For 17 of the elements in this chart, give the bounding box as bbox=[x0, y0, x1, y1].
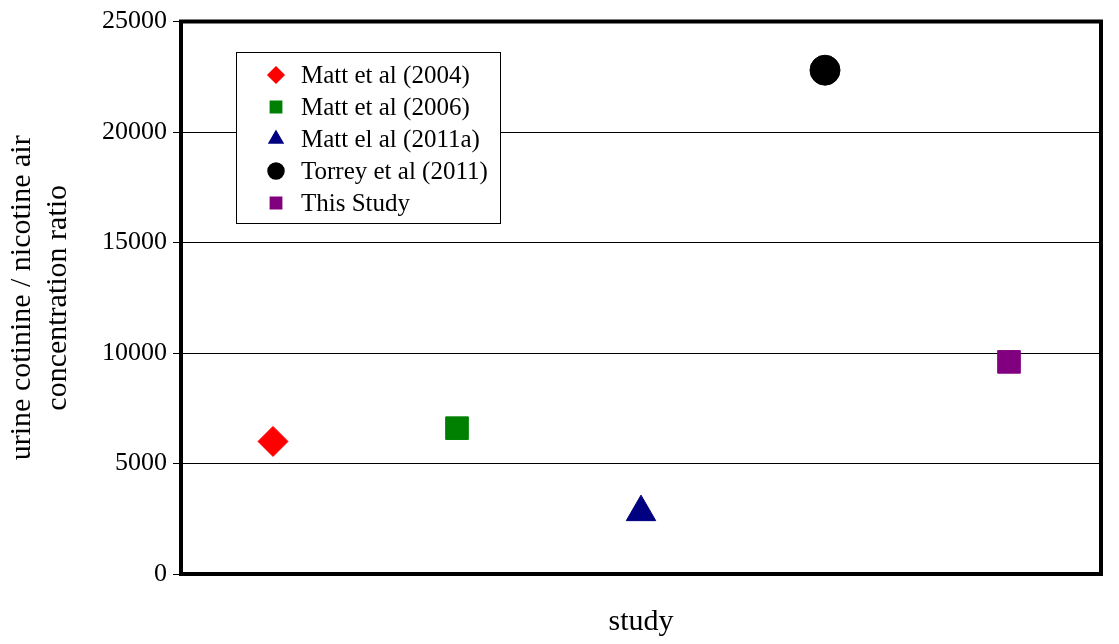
point bbox=[257, 425, 289, 457]
legend-label: This Study bbox=[301, 189, 411, 217]
y-axis-title: urine cotinine / nicotine air concentration ratio bbox=[2, 135, 72, 461]
legend-label: Matt et al (2006) bbox=[301, 93, 470, 121]
y-tick-label: 5000 bbox=[115, 447, 167, 477]
y-tick-label: 25000 bbox=[102, 5, 167, 35]
legend-label: Matt el al (2011a) bbox=[301, 125, 480, 153]
legend-label: Torrey et al (2011) bbox=[301, 157, 488, 185]
y-tick-label: 10000 bbox=[102, 336, 167, 366]
y-tick-label: 20000 bbox=[102, 115, 167, 145]
point bbox=[445, 416, 469, 440]
legend-label: Matt et al (2004) bbox=[301, 61, 470, 89]
x-axis-title: study bbox=[608, 602, 674, 636]
point bbox=[997, 350, 1021, 374]
y-tick-label: 0 bbox=[154, 557, 167, 587]
y-tick-label: 15000 bbox=[102, 226, 167, 256]
point bbox=[809, 54, 841, 86]
